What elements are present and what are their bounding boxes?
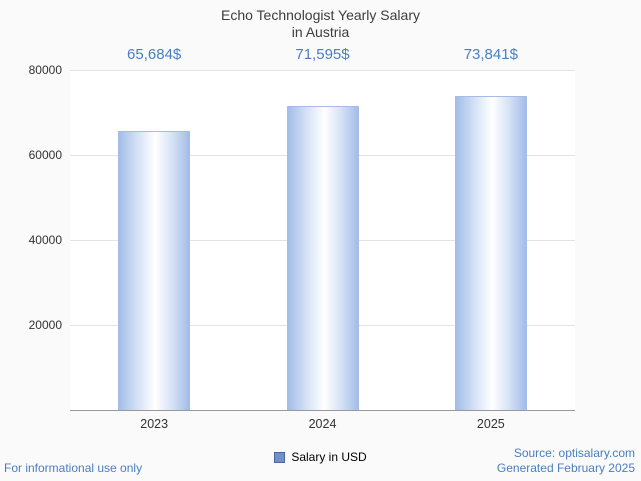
plot-area — [70, 70, 575, 411]
chart-title-line2: in Austria — [291, 23, 350, 40]
legend: Salary in USD — [0, 450, 641, 464]
value-label: 71,595$ — [295, 46, 350, 63]
value-label: 65,684$ — [127, 46, 182, 63]
chart-title: Echo Technologist Yearly Salary in Austr… — [0, 7, 641, 41]
footer-source-block: Source: optisalary.com Generated Februar… — [497, 446, 635, 477]
generated-date: Generated February 2025 — [496, 461, 635, 476]
x-tick-label: 2025 — [476, 417, 505, 431]
x-tick-label: 2024 — [308, 417, 337, 431]
disclaimer-text: For informational use only — [4, 461, 143, 475]
bar — [118, 130, 191, 410]
bar — [454, 96, 527, 410]
x-tick-label: 2023 — [140, 417, 169, 431]
legend-swatch-icon — [274, 451, 286, 463]
source-link[interactable]: Source: optisalary.com — [513, 445, 635, 460]
bar — [286, 105, 359, 410]
y-tick-label: 40000 — [28, 233, 62, 247]
legend-label: Salary in USD — [291, 450, 367, 464]
y-tick-label: 60000 — [28, 148, 62, 162]
value-label: 73,841$ — [463, 46, 518, 63]
y-tick-label: 20000 — [28, 318, 62, 332]
chart-title-line1: Echo Technologist Yearly Salary — [221, 7, 420, 23]
y-tick-label: 80000 — [28, 63, 62, 77]
gridline — [70, 70, 575, 71]
